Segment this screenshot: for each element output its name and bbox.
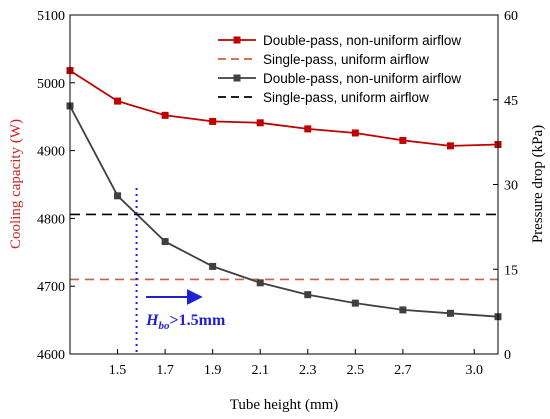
y-right-tick-label: 30 (504, 179, 518, 194)
annotation-label: Hbo>1.5mm (145, 312, 226, 332)
legend-swatch-marker (233, 74, 241, 82)
series-line (69, 105, 499, 318)
data-point (256, 119, 264, 127)
data-point (209, 262, 217, 270)
y-left-tick-label: 4800 (37, 212, 65, 227)
y-left-tick-label: 4900 (37, 145, 65, 160)
x-tick-label: 1.7 (156, 363, 174, 378)
series-line (69, 69, 499, 147)
x-tick-label: 1.9 (204, 363, 222, 378)
annotation-label-sub: bo (159, 320, 171, 332)
y-right-axis-title: Pressure drop (kPa) (530, 125, 546, 243)
data-point (209, 117, 217, 125)
plot-area (70, 15, 498, 354)
y-right-tick-label: 0 (504, 348, 511, 363)
axis-layer: 1.5 1.7 1.9 2.1 2.3 2.5 2.7 3.0 4600 4700 4800 4900… (37, 9, 518, 378)
legend-label: Single-pass, uniform airflow (263, 52, 429, 67)
data-point (399, 306, 407, 314)
y-left-tick-label: 4700 (37, 280, 65, 295)
legend-swatch-marker (233, 36, 241, 44)
data-point (399, 136, 407, 144)
data-point (446, 309, 454, 317)
y-left-tick-label: 5100 (37, 9, 65, 24)
x-tick-label: 2.5 (347, 363, 365, 378)
y-right-tick-label: 45 (504, 94, 518, 109)
x-tick-label: 1.5 (109, 363, 127, 378)
x-tick-label: 2.1 (251, 363, 269, 378)
data-point (304, 291, 312, 299)
x-tick-label: 2.3 (299, 363, 317, 378)
data-point (161, 238, 169, 246)
data-point (114, 192, 122, 200)
legend-label: Double-pass, non-uniform airflow (263, 71, 461, 86)
data-point (161, 111, 169, 119)
y-left-tick-label: 5000 (37, 77, 65, 92)
x-tick-label: 2.7 (394, 363, 412, 378)
legend-label: Single-pass, uniform airflow (263, 90, 429, 105)
series-layer (66, 67, 502, 321)
x-axis-title: Tube height (mm) (230, 397, 339, 413)
data-point (351, 129, 359, 137)
annotation-label-main: H (145, 312, 159, 329)
legend: Double-pass, non-uniform airflow Single-p… (218, 33, 461, 105)
data-point (351, 299, 359, 307)
annotation-label-rest: >1.5mm (170, 312, 226, 329)
x-tick-label: 3.0 (465, 363, 483, 378)
data-point (256, 279, 264, 287)
y-left-tick-label: 4600 (37, 348, 65, 363)
data-point (446, 142, 454, 150)
legend-label: Double-pass, non-uniform airflow (263, 33, 461, 48)
annotation-layer: Hbo>1.5mm (135, 188, 226, 354)
data-point (114, 97, 122, 105)
y-left-axis-title: Cooling capacity (W) (8, 119, 24, 249)
y-right-tick-label: 15 (504, 263, 518, 278)
y-right-tick-label: 60 (504, 9, 518, 24)
data-point (304, 125, 312, 133)
